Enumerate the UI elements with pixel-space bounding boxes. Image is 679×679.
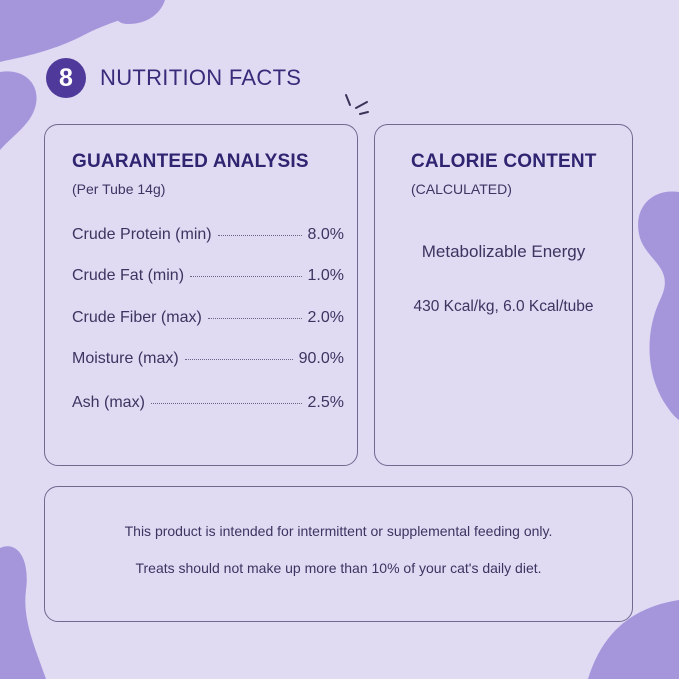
section-header: 8 NUTRITION FACTS (46, 58, 301, 98)
blob-top-left (0, 0, 162, 62)
nutrient-label: Moisture (max) (72, 350, 179, 367)
calorie-subheading: (CALCULATED) (411, 181, 512, 197)
nutrient-value: 90.0% (298, 350, 344, 367)
dot-leader (184, 359, 293, 360)
energy-label: Metabolizable Energy (421, 242, 586, 261)
page-title: NUTRITION FACTS (100, 65, 302, 90)
section-number-badge: 8 (46, 58, 86, 98)
nutrient-label: Crude Fat (min) (72, 267, 185, 284)
nutrient-value: 1.0% (307, 267, 344, 284)
analysis-subheading: (Per Tube 14g) (72, 181, 166, 197)
feeding-note-panel: This product is intended for intermitten… (44, 486, 633, 622)
analysis-row: Crude Fat (min) 1.0% (72, 267, 344, 285)
nutrient-value: 2.0% (307, 309, 344, 326)
dot-leader (217, 235, 302, 236)
nutrient-label: Ash (max) (72, 394, 145, 411)
nutrient-value: 2.5% (307, 394, 344, 411)
nutrient-value: 8.0% (307, 226, 344, 243)
nutrient-label: Crude Fiber (max) (72, 309, 202, 326)
feeding-note: This product is intended for intermitten… (124, 523, 553, 539)
analysis-row: Crude Fiber (max) 2.0% (72, 309, 344, 327)
analysis-row: Moisture (max) 90.0% (72, 350, 344, 368)
calorie-heading: CALORIE CONTENT (411, 151, 597, 172)
dot-leader (190, 276, 302, 277)
blob-bottom-left (0, 546, 46, 679)
energy-value: 430 Kcal/kg, 6.0 Kcal/tube (413, 298, 594, 315)
analysis-row: Crude Protein (min) 8.0% (72, 226, 344, 244)
feeding-note: Treats should not make up more than 10% … (135, 560, 542, 576)
blob-left (0, 71, 37, 150)
nutrient-label: Crude Protein (min) (72, 226, 212, 243)
blob-bottom-right (588, 600, 679, 679)
sparkle-icon (345, 94, 369, 115)
calorie-content-panel: CALORIE CONTENT (CALCULATED) Metabolizab… (374, 124, 633, 466)
dot-leader (207, 318, 302, 319)
analysis-heading: GUARANTEED ANALYSIS (72, 151, 309, 172)
guaranteed-analysis-panel: GUARANTEED ANALYSIS (Per Tube 14g) Crude… (44, 124, 358, 466)
analysis-row: Ash (max) 2.5% (72, 394, 344, 412)
dot-leader (150, 403, 302, 404)
blob-right (638, 191, 679, 420)
